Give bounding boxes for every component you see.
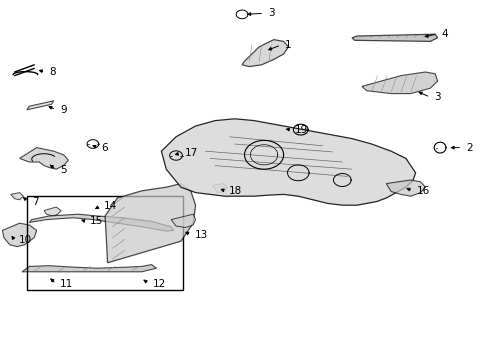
Polygon shape <box>212 184 227 193</box>
Text: 18: 18 <box>228 186 242 196</box>
Polygon shape <box>105 184 195 263</box>
Text: 4: 4 <box>441 29 447 39</box>
Polygon shape <box>11 193 23 200</box>
Polygon shape <box>20 148 68 169</box>
Polygon shape <box>44 207 61 216</box>
Polygon shape <box>242 40 288 67</box>
Text: 3: 3 <box>433 92 440 102</box>
Text: 6: 6 <box>102 143 108 153</box>
Text: 11: 11 <box>60 279 73 289</box>
Text: 13: 13 <box>194 230 207 240</box>
Bar <box>27 196 183 290</box>
Text: 14: 14 <box>104 201 117 211</box>
Text: 2: 2 <box>465 143 472 153</box>
Text: 15: 15 <box>89 216 102 226</box>
Text: 16: 16 <box>416 186 429 196</box>
Polygon shape <box>29 214 173 231</box>
Text: 12: 12 <box>153 279 166 289</box>
Text: 17: 17 <box>184 148 198 158</box>
Text: 9: 9 <box>60 105 67 115</box>
Polygon shape <box>2 223 37 247</box>
Text: 10: 10 <box>19 235 32 245</box>
Text: 1: 1 <box>285 40 291 50</box>
Text: 5: 5 <box>60 165 67 175</box>
Text: 3: 3 <box>267 8 274 18</box>
Polygon shape <box>161 119 415 205</box>
Polygon shape <box>361 72 437 94</box>
Polygon shape <box>171 214 195 228</box>
Text: 19: 19 <box>294 125 307 135</box>
Polygon shape <box>27 101 54 110</box>
Polygon shape <box>386 180 425 196</box>
Text: 7: 7 <box>32 197 39 207</box>
Text: 8: 8 <box>49 67 56 77</box>
Polygon shape <box>22 265 156 272</box>
Polygon shape <box>351 34 437 41</box>
